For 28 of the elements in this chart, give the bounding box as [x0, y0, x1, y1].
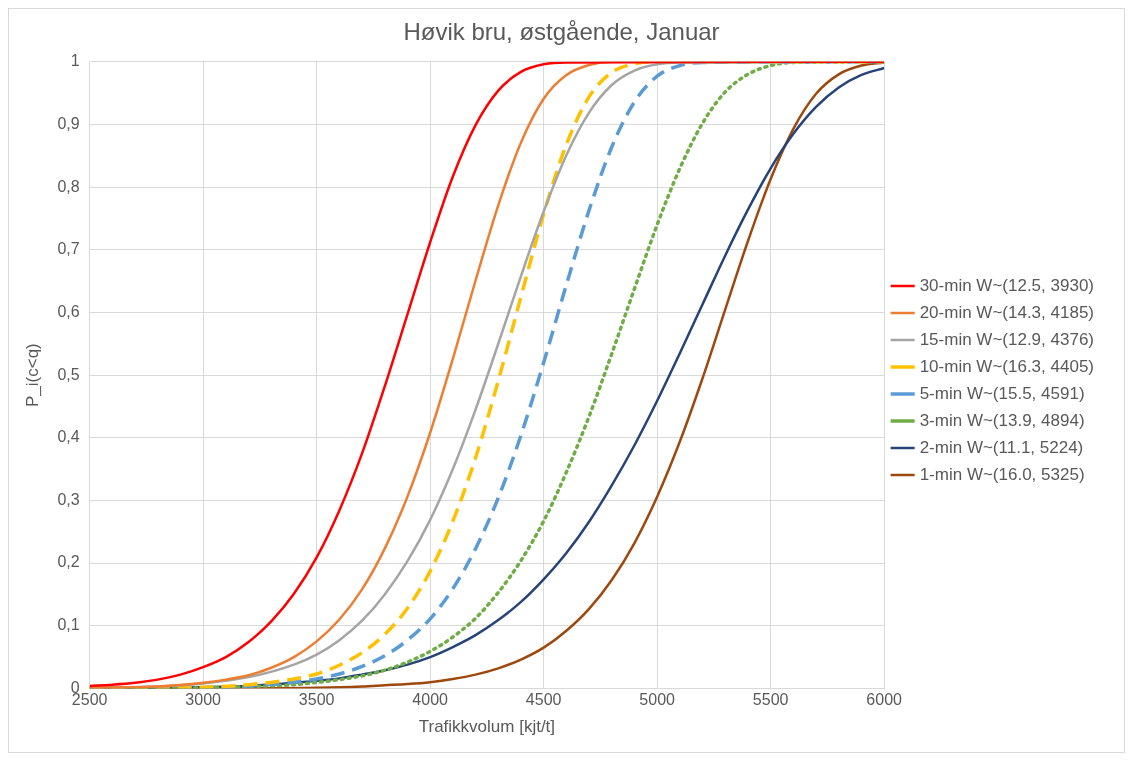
x-tick-label: 5000: [639, 691, 676, 709]
y-tick-label: 0,9: [57, 114, 80, 132]
legend-label: 30-min W~(12.5, 3930): [919, 275, 1095, 295]
y-tick-label: 0,7: [57, 240, 80, 258]
y-tick-label: 1: [70, 52, 80, 70]
x-tick-label: 6000: [866, 691, 903, 709]
x-tick-label: 4000: [412, 691, 449, 709]
x-tick-label: 3000: [185, 691, 222, 709]
legend-label: 3-min W~(13.9, 4894): [919, 410, 1085, 430]
y-tick-label: 0,2: [57, 553, 80, 571]
y-axis-title: P_i(c<q): [22, 343, 42, 407]
legend-label: 15-min W~(12.9, 4376): [919, 329, 1095, 349]
y-tick-label: 0,5: [57, 365, 80, 383]
y-tick-label: 0,1: [57, 616, 80, 634]
x-axis-title: Trafikkvolum [kjt/t]: [418, 717, 556, 737]
y-tick-label: 0,4: [57, 428, 80, 446]
legend-label: 1-min W~(16.0, 5325): [919, 464, 1085, 484]
x-tick-label: 3500: [298, 691, 335, 709]
x-tick-label: 5500: [752, 691, 789, 709]
y-tick-label: 0,8: [57, 177, 80, 195]
y-tick-label: 0,6: [57, 302, 80, 320]
legend-label: 10-min W~(16.3, 4405): [919, 356, 1095, 376]
legend-label: 20-min W~(14.3, 4185): [919, 302, 1095, 322]
legend-label: 2-min W~(11.1, 5224): [919, 437, 1084, 457]
chart-title: Høvik bru, østgående, Januar: [403, 18, 720, 46]
y-tick-label: 0,3: [57, 490, 80, 508]
legend-label: 5-min W~(15.5, 4591): [919, 383, 1085, 403]
x-tick-label: 4500: [525, 691, 562, 709]
